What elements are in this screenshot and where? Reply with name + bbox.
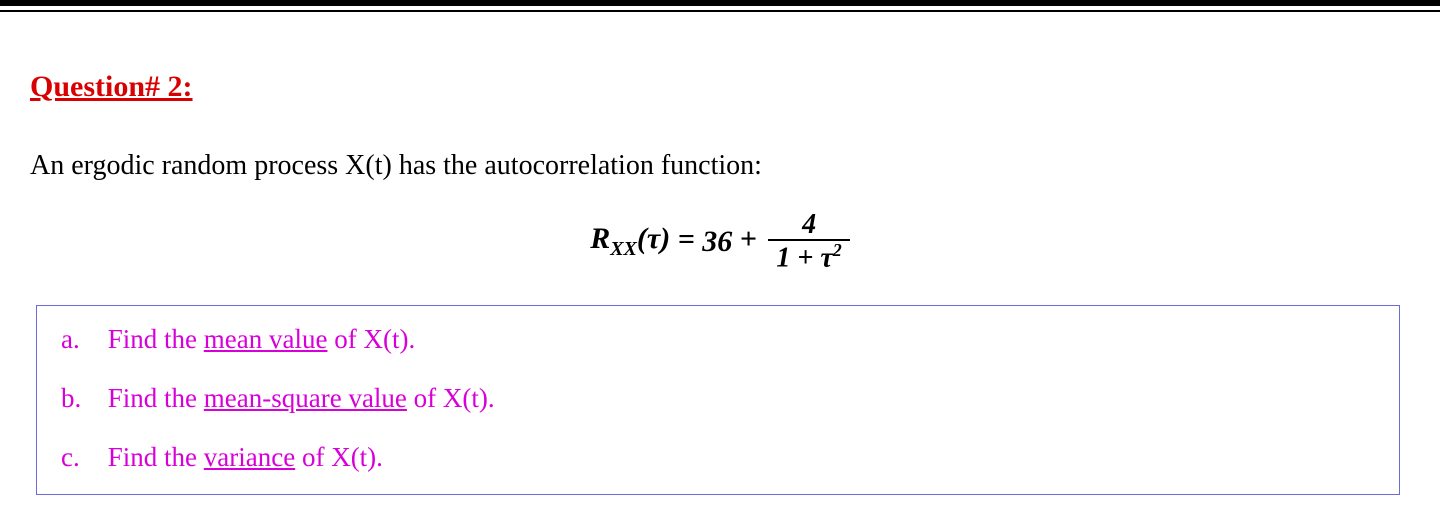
item-text-underline: mean value <box>204 324 328 354</box>
item-text-pre: Find the <box>108 324 204 354</box>
formula-arg: (τ) <box>637 222 670 255</box>
item-marker: b. <box>61 383 101 414</box>
item-text-pre: Find the <box>108 442 204 472</box>
formula-denominator: 1 + τ2 <box>768 241 849 273</box>
item-marker: c. <box>61 442 101 473</box>
page: Question# 2: An ergodic random process X… <box>0 0 1440 509</box>
item-text-post: of X(t). <box>327 324 415 354</box>
item-text-post: of X(t). <box>295 442 383 472</box>
item-text-post: of X(t). <box>407 383 495 413</box>
question-heading: Question# 2: <box>30 70 193 104</box>
formula-plus: + <box>740 222 765 255</box>
item-text-underline: mean-square value <box>204 383 407 413</box>
formula-equals: = <box>678 222 703 255</box>
formula-fraction: 4 1 + τ2 <box>768 210 849 273</box>
sub-question-c: c. Find the variance of X(t). <box>61 442 1375 473</box>
formula-denominator-prefix: 1 + τ <box>776 243 832 274</box>
sub-questions-box: a. Find the mean value of X(t). b. Find … <box>36 305 1400 495</box>
question-intro: An ergodic random process X(t) has the a… <box>30 150 762 182</box>
formula-numerator: 4 <box>768 210 849 241</box>
top-rule-thick <box>0 0 1440 6</box>
top-rule-thin <box>0 10 1440 12</box>
item-text-pre: Find the <box>108 383 204 413</box>
sub-question-b: b. Find the mean-square value of X(t). <box>61 383 1375 414</box>
formula-lhs: RXX(τ) <box>590 222 670 261</box>
formula-constant: 36 <box>702 225 732 259</box>
formula-subscript: XX <box>610 238 637 260</box>
item-text-underline: variance <box>204 442 295 472</box>
formula-denominator-exponent: 2 <box>833 240 842 260</box>
sub-question-a: a. Find the mean value of X(t). <box>61 324 1375 355</box>
autocorrelation-formula: RXX(τ) = 36 + 4 1 + τ2 <box>0 210 1440 273</box>
item-marker: a. <box>61 324 101 355</box>
formula-symbol-R: R <box>590 222 610 255</box>
